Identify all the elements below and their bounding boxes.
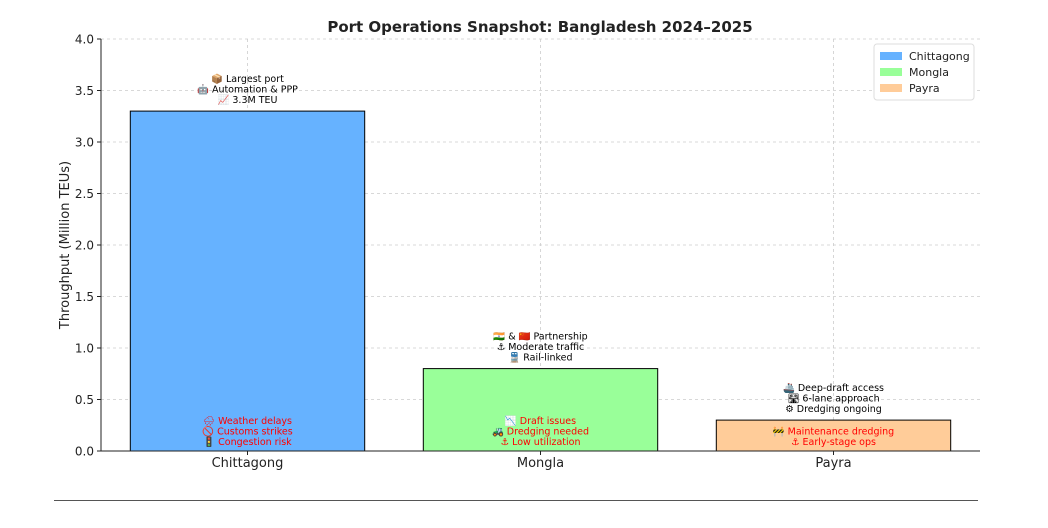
axes-frame [100,39,980,452]
legend-label: Payra [909,82,940,95]
x-tick-label: Payra [815,456,851,471]
legend-swatch [880,84,902,92]
annotation-above: 📈 3.3M TEU [218,94,278,106]
y-tick-label: 3.5 [75,84,94,98]
annotation-above: ⚓ Moderate traffic [497,342,585,353]
y-axis-ticks: 0.0 0.5 1.0 1.5 2.0 2.5 3.0 3.5 4.0 [75,33,101,459]
annotation-inside: ⚓ Early-stage ops [791,437,876,448]
legend: Chittagong Mongla Payra [873,43,975,101]
annotation-above: 🚆 Rail-linked [508,352,572,364]
annotation-above: ⚙ Dredging ongoing [785,404,882,415]
annotation-inside: 🌧 Weather delays [203,416,292,427]
annotation-above: 🛣 6-lane approach [787,394,879,405]
y-tick-label: 2.5 [75,187,94,201]
chart-title: Port Operations Snapshot: Bangladesh 202… [327,18,752,36]
x-tick-label: Mongla [517,456,564,471]
annotation-above: 🇮🇳 & 🇨🇳 Partnership [493,331,587,343]
y-tick-label: 4.0 [75,33,94,47]
annotation-above: 📦 Largest port [211,73,284,85]
x-axis-ticks: Chittagong Mongla Payra [212,451,852,471]
annotation-inside: ⚓ Low utilization [501,437,581,448]
legend-label: Mongla [909,66,949,79]
y-tick-label: 0.0 [75,445,94,459]
bottom-divider [54,500,978,501]
annotation-above: 🤖 Automation & PPP [197,84,298,96]
legend-swatch [880,68,902,76]
y-tick-label: 2.0 [75,239,94,253]
bar-payra [715,419,952,452]
y-tick-label: 3.0 [75,136,94,150]
bar-annotations: 📦 Largest port🤖 Automation & PPP📈 3.3M T… [197,73,894,448]
x-tick-label: Chittagong [212,456,284,471]
bar-chittagong [129,110,366,452]
y-tick-label: 0.5 [75,393,94,407]
bar-mongla [422,368,659,452]
annotation-inside: 🚦 Congestion risk [203,436,292,448]
y-tick-label: 1.0 [75,342,94,356]
bars [129,110,952,452]
legend-label: Chittagong [909,50,970,63]
y-axis-label: Throughput (Million TEUs) [58,161,73,330]
annotation-inside: 🚜 Dredging needed [492,427,589,438]
annotation-inside: 🚫 Customs strikes [202,426,292,438]
legend-swatch [880,52,902,60]
annotation-above: 🚢 Deep-draft access [783,382,884,394]
y-tick-label: 1.5 [75,290,94,304]
annotation-inside: 📉 Draft issues [505,415,576,427]
annotation-inside: 🚧 Maintenance dredging [773,426,894,438]
